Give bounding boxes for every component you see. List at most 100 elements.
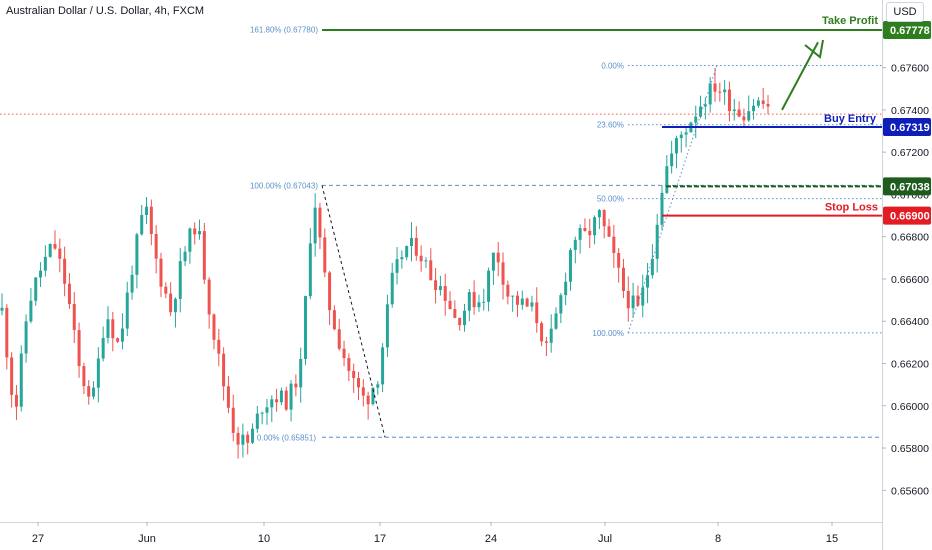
price-tag-text: 0.67038	[890, 181, 930, 193]
candle-body	[116, 338, 120, 342]
candle-body	[573, 239, 577, 250]
candle-body	[477, 302, 481, 308]
candle-body	[593, 217, 597, 236]
buy-entry-label: Buy Entry	[824, 113, 877, 125]
candle-body	[77, 330, 81, 367]
candle-body	[684, 132, 688, 135]
candle-body	[409, 237, 413, 247]
candle-body	[202, 231, 206, 280]
candle-body	[578, 228, 582, 240]
candle-body	[424, 260, 428, 262]
candle-body	[453, 309, 457, 318]
candle-body	[448, 300, 452, 310]
candle-body	[515, 295, 519, 305]
candle-body	[58, 248, 62, 259]
candle-body	[53, 243, 57, 249]
candle-body	[361, 387, 365, 396]
candle-body	[554, 313, 558, 329]
symbol-title: Australian Dollar / U.S. Dollar, 4h, FXC…	[6, 5, 205, 17]
candle-body	[679, 134, 683, 139]
candle-body	[236, 432, 240, 445]
candle-body	[607, 226, 611, 237]
candle-body	[284, 390, 288, 410]
candle-body	[337, 329, 341, 349]
candle-body	[135, 234, 139, 275]
candle-body	[29, 300, 33, 322]
candle-body	[96, 358, 100, 388]
candle-body	[694, 116, 698, 123]
candle-body	[718, 91, 722, 93]
candle-body	[67, 283, 71, 305]
candle-body	[183, 251, 187, 262]
candle-body	[212, 314, 216, 340]
candle-body	[145, 206, 149, 216]
candle-body	[535, 302, 539, 324]
candle-body	[82, 366, 86, 387]
candle-body	[670, 153, 674, 167]
candle-body	[540, 323, 544, 342]
candle-body	[400, 257, 404, 260]
candle-body	[588, 230, 592, 236]
candle-body	[357, 378, 361, 388]
candle-body	[491, 252, 495, 271]
candle-body	[496, 252, 500, 263]
candle-body	[289, 383, 293, 410]
candle-body	[549, 328, 553, 343]
candle-body	[443, 286, 447, 301]
candle-body	[347, 358, 351, 371]
candle-body	[752, 105, 756, 112]
candle-body	[737, 109, 741, 117]
candle-body	[101, 337, 105, 359]
candle-body	[231, 407, 235, 433]
currency-button[interactable]: USD	[886, 2, 924, 22]
fib-upper-label: 100.00%	[592, 329, 624, 338]
candle-body	[169, 293, 173, 313]
y-tick-label: 0.65800	[891, 443, 929, 455]
candle-body	[612, 236, 616, 254]
candle-body	[506, 284, 510, 297]
projection-arrow-head	[804, 39, 824, 59]
candle-body	[597, 210, 601, 218]
candle-body	[207, 279, 211, 315]
candle-body	[332, 310, 336, 330]
candle-body	[198, 231, 202, 235]
candle-body	[164, 286, 168, 294]
candle-body	[342, 348, 346, 359]
candle-body	[390, 272, 394, 305]
candle-body	[434, 280, 438, 291]
candle-body	[602, 210, 606, 227]
candle-body	[414, 237, 418, 256]
y-tick-label: 0.65600	[891, 485, 929, 497]
candle-body	[564, 281, 568, 296]
candle-body	[111, 319, 115, 339]
projection-arrow-line	[781, 41, 819, 111]
candle-body	[419, 255, 423, 262]
candle-body	[328, 272, 332, 311]
x-tick-label: 10	[258, 533, 270, 545]
candle-body	[92, 387, 96, 397]
candle-body	[742, 116, 746, 121]
candle-body	[149, 206, 153, 234]
candle-body	[559, 295, 563, 314]
y-tick-label: 0.66800	[891, 232, 929, 244]
candle-body	[674, 138, 678, 154]
candle-body	[241, 434, 245, 445]
fib-lower-0-label: 0.00% (0.65851)	[257, 433, 316, 442]
x-tick-label: 27	[32, 533, 44, 545]
candle-body	[713, 83, 717, 92]
fib-upper-161-label: 161.80% (0.67780)	[250, 26, 318, 35]
fib-upper-label: 50.00%	[597, 195, 624, 204]
candle-body	[120, 328, 124, 342]
fib-lower-100-label: 100.00% (0.67043)	[250, 181, 318, 190]
candle-body	[660, 192, 664, 225]
candle-body	[727, 89, 731, 112]
x-tick-label: Jul	[598, 533, 612, 545]
candle-body	[39, 270, 43, 278]
candle-body	[217, 339, 221, 354]
candle-body	[106, 319, 110, 338]
candle-body	[458, 317, 462, 326]
price-tag-text: 0.67778	[890, 25, 930, 37]
fib-upper-label: 0.00%	[601, 62, 624, 71]
candle-body	[655, 224, 659, 259]
